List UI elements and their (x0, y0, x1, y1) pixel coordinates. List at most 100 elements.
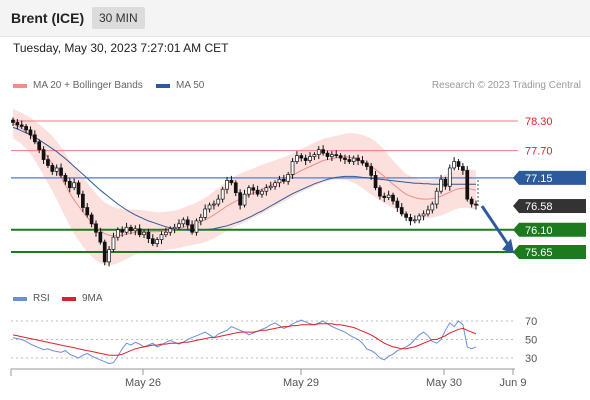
candle-body (98, 231, 103, 243)
candle-body (41, 149, 46, 160)
candle-body (63, 175, 68, 182)
candle-body (50, 165, 55, 172)
candle-body (399, 207, 404, 215)
candle-body (330, 154, 334, 157)
candle-body (356, 157, 360, 161)
candle-body (369, 166, 374, 176)
rsi-ma-legend-label: 9MA (82, 293, 103, 304)
candle-body (343, 157, 347, 160)
rsi-tick-label: 50 (525, 335, 537, 347)
rsi-swatch (13, 296, 27, 301)
candle-body (465, 170, 470, 200)
candle-body (456, 161, 461, 167)
candle-body (334, 154, 339, 156)
time-tick-label: May 30 (426, 377, 462, 389)
candle-body (347, 159, 352, 162)
candle-body (325, 152, 330, 157)
level-label-bg (519, 245, 586, 259)
candle-body (338, 155, 343, 159)
candle-body (360, 160, 365, 164)
candle-body (386, 194, 391, 198)
candle-body (59, 167, 63, 176)
candle-body (316, 149, 321, 155)
candle-body (46, 159, 50, 166)
bollinger-band-layer (13, 108, 476, 266)
level-label-bg (519, 170, 586, 185)
candle-body (32, 134, 37, 143)
annotation-layer (477, 177, 514, 254)
timeframe-badge[interactable]: 30 MIN (92, 7, 145, 29)
rsi-ma-legend: 9MA (62, 293, 103, 304)
level-label: 76.10 (525, 225, 553, 237)
candle-body (19, 124, 24, 127)
level-label-arrow (513, 245, 519, 259)
candle-body (229, 179, 234, 184)
time-tick-label: May 29 (283, 377, 319, 389)
rsi-legend: RSI (13, 293, 50, 304)
candle-body (146, 231, 151, 240)
candle-body (142, 231, 146, 236)
ma50-legend-label: MA 50 (176, 80, 205, 91)
candle-body (312, 154, 317, 157)
candle-body (321, 149, 325, 154)
candle-body (277, 178, 282, 184)
rsi-tick-label: 70 (525, 316, 537, 328)
candle-body (233, 182, 238, 194)
rsi-panel: 70 50 30 (11, 316, 537, 365)
level-label: 77.70 (525, 146, 553, 158)
candle-body (159, 234, 164, 240)
candle-body (11, 119, 15, 123)
candle-body (115, 229, 120, 238)
candle-body (207, 204, 212, 210)
candle-body (281, 178, 286, 182)
forecast-arrow-line (480, 205, 510, 246)
rsi-ma-line (12, 323, 477, 356)
candle-body (443, 178, 448, 187)
candle-body (408, 217, 413, 222)
candle-body (181, 219, 186, 225)
candle-body (430, 203, 435, 211)
level-label-bg (519, 199, 586, 214)
level-label: 77.15 (525, 173, 553, 185)
candle-body (303, 157, 308, 161)
candle-body (225, 179, 229, 190)
candle-body (37, 141, 42, 151)
candle-body (194, 220, 199, 233)
candle-body (452, 161, 457, 169)
candle-body (474, 203, 478, 206)
ma20-swatch (13, 83, 27, 88)
candle-body (133, 228, 138, 232)
candle-body (273, 182, 277, 187)
candle-body (295, 155, 299, 162)
time-axis: May 26 May 29 May 30 Jun 9 (10, 368, 527, 389)
rsi-tick-label: 30 (525, 353, 537, 365)
candle-body (24, 126, 28, 131)
candle-body (168, 228, 173, 233)
level-label: 76.58 (525, 201, 553, 213)
level-label-arrow (513, 170, 519, 185)
timestamp: Tuesday, May 30, 2023 7:27:01 AM CET (13, 41, 229, 55)
candle-body (426, 209, 430, 215)
candle-body (439, 178, 443, 192)
candle-body (268, 185, 273, 189)
rsi-legend-label: RSI (33, 293, 50, 304)
candle-body (447, 167, 452, 187)
instrument-title: Brent (ICE) (11, 10, 85, 26)
candle-body (434, 190, 439, 205)
candle-body (417, 215, 422, 221)
copyright-note: Research © 2023 Trading Central (431, 80, 581, 91)
candle-body (299, 155, 304, 159)
candle-body (28, 129, 33, 136)
candle-body (378, 187, 382, 197)
candle-body (238, 192, 242, 206)
candle-body (111, 236, 116, 250)
candle-body (421, 213, 426, 217)
candle-body (212, 203, 216, 206)
candle-body (260, 190, 264, 195)
candle-body (190, 224, 194, 233)
candle-body (469, 198, 474, 205)
level-label-arrow (513, 222, 519, 237)
candle-body (286, 174, 291, 182)
time-tick-label: Jun 9 (500, 377, 527, 389)
